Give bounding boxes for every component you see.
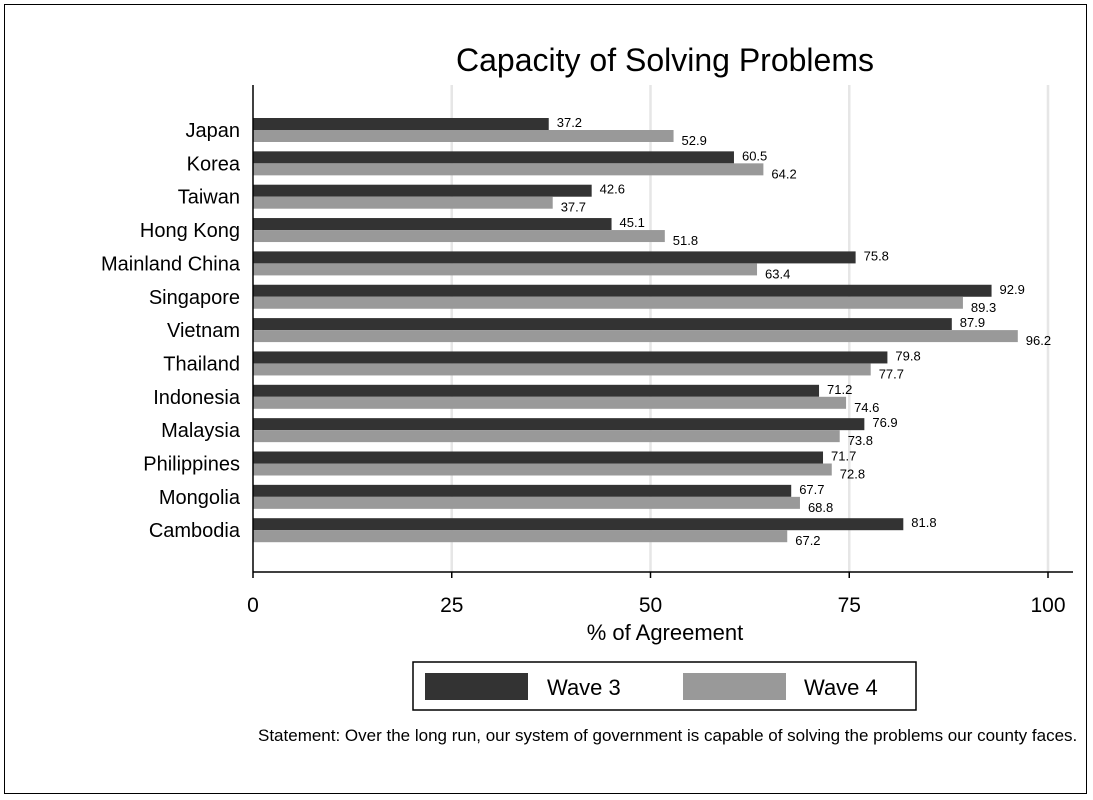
bar <box>253 530 788 543</box>
data-label: 73.8 <box>848 433 873 448</box>
category-label: Thailand <box>163 353 240 375</box>
bar <box>253 384 820 397</box>
x-tick-label: 100 <box>1030 594 1065 617</box>
x-axis-label: % of Agreement <box>587 620 744 645</box>
category-label: Singapore <box>149 287 240 309</box>
category-label: Philippines <box>143 454 240 476</box>
category-label: Japan <box>186 120 241 142</box>
category-label: Malaysia <box>161 420 241 442</box>
data-label: 67.7 <box>799 482 824 497</box>
bar <box>253 284 992 297</box>
bar <box>253 296 963 309</box>
x-tick-label: 50 <box>639 594 662 617</box>
data-label: 51.8 <box>673 233 698 248</box>
x-tick-label: 25 <box>440 594 463 617</box>
data-label: 81.8 <box>911 515 936 530</box>
data-label: 42.6 <box>600 182 625 197</box>
data-label: 72.8 <box>840 467 865 482</box>
bar <box>253 163 764 176</box>
bar <box>253 463 832 476</box>
category-label: Taiwan <box>178 187 240 209</box>
data-label: 71.7 <box>831 449 856 464</box>
data-label: 63.4 <box>765 266 790 281</box>
data-label: 87.9 <box>960 315 985 330</box>
bar <box>253 196 553 209</box>
data-label: 71.2 <box>827 382 852 397</box>
bar <box>253 151 734 164</box>
bar <box>253 118 549 130</box>
legend-swatch <box>683 673 786 700</box>
category-label: Indonesia <box>153 387 241 409</box>
data-label: 74.6 <box>854 400 879 415</box>
data-label: 64.2 <box>771 166 796 181</box>
category-label: Korea <box>187 153 241 175</box>
bar <box>253 263 758 276</box>
data-label: 92.9 <box>1000 282 1025 297</box>
bar <box>253 363 871 376</box>
data-label: 68.8 <box>808 500 833 515</box>
bar <box>253 351 888 364</box>
legend: Wave 3 Wave 4 <box>412 661 917 711</box>
bar <box>253 484 792 497</box>
data-label: 89.3 <box>971 300 996 315</box>
data-label: 79.8 <box>895 348 920 363</box>
data-label: 77.7 <box>879 366 904 381</box>
bar <box>253 518 904 531</box>
x-tick-label: 75 <box>838 594 861 617</box>
category-label: Mainland China <box>101 253 241 275</box>
data-label: 76.9 <box>872 415 897 430</box>
bar <box>253 430 840 443</box>
data-label: 75.8 <box>864 248 889 263</box>
bar <box>253 451 824 464</box>
data-label: 67.2 <box>795 533 820 548</box>
legend-swatch <box>425 673 528 700</box>
bar <box>253 230 665 243</box>
legend-label: Wave 4 <box>804 675 878 700</box>
footnote: Statement: Over the long run, our system… <box>258 726 1078 745</box>
data-label: 96.2 <box>1026 333 1051 348</box>
bar <box>253 330 1018 343</box>
category-label: Hong Kong <box>140 220 240 242</box>
bar <box>253 396 847 409</box>
category-label: Cambodia <box>149 520 241 542</box>
chart-title: Capacity of Solving Problems <box>456 42 874 78</box>
legend-label: Wave 3 <box>547 675 621 700</box>
bar <box>253 318 952 331</box>
bar <box>253 218 612 231</box>
data-label: 37.2 <box>557 115 582 130</box>
category-label: Mongolia <box>159 487 241 509</box>
data-label: 37.7 <box>561 200 586 215</box>
data-label: 60.5 <box>742 148 767 163</box>
data-label: 52.9 <box>682 133 707 148</box>
data-label: 45.1 <box>620 215 645 230</box>
bar <box>253 130 674 142</box>
x-tick-label: 0 <box>247 594 259 617</box>
bar <box>253 418 865 431</box>
bar <box>253 496 800 509</box>
bar <box>253 251 856 264</box>
category-label: Vietnam <box>167 320 240 342</box>
bar <box>253 184 592 197</box>
